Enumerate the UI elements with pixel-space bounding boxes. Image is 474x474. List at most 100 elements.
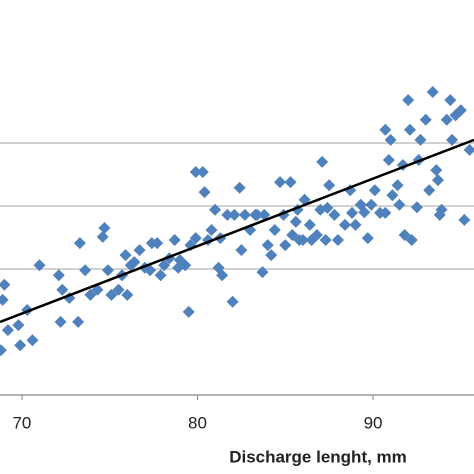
x-tick-label: 80 bbox=[188, 413, 207, 432]
point bbox=[228, 208, 241, 221]
point bbox=[79, 264, 92, 277]
point bbox=[14, 339, 27, 352]
point bbox=[284, 176, 297, 189]
point bbox=[198, 186, 211, 199]
point bbox=[52, 269, 65, 282]
point bbox=[323, 179, 336, 192]
point bbox=[151, 237, 164, 250]
point bbox=[328, 208, 341, 221]
point bbox=[423, 184, 436, 197]
point bbox=[379, 123, 392, 136]
point bbox=[458, 213, 471, 226]
point bbox=[463, 143, 474, 156]
point bbox=[274, 176, 287, 189]
x-axis-title: Discharge lenght, mm bbox=[229, 447, 407, 466]
trendline-group bbox=[0, 138, 474, 324]
point bbox=[410, 201, 423, 214]
point bbox=[279, 239, 292, 252]
point bbox=[96, 230, 109, 243]
point bbox=[189, 232, 202, 245]
point bbox=[345, 206, 358, 219]
point bbox=[261, 239, 274, 252]
trendline bbox=[0, 138, 474, 324]
point bbox=[144, 264, 157, 277]
point bbox=[73, 237, 86, 250]
point bbox=[405, 234, 418, 247]
x-tick-label: 70 bbox=[12, 413, 31, 432]
point bbox=[238, 208, 251, 221]
point bbox=[316, 155, 329, 168]
point bbox=[426, 85, 439, 98]
point bbox=[382, 154, 395, 167]
point bbox=[72, 315, 85, 328]
point bbox=[446, 133, 459, 146]
point bbox=[265, 249, 278, 262]
point bbox=[286, 228, 299, 241]
point bbox=[179, 259, 192, 272]
point bbox=[289, 215, 302, 228]
point bbox=[251, 208, 264, 221]
point bbox=[393, 198, 406, 211]
point bbox=[319, 234, 332, 247]
point bbox=[221, 208, 234, 221]
point bbox=[258, 208, 271, 221]
point bbox=[196, 165, 209, 178]
points bbox=[0, 85, 474, 357]
point bbox=[182, 305, 195, 318]
point bbox=[0, 293, 9, 306]
point bbox=[1, 324, 14, 337]
point bbox=[133, 244, 146, 257]
point bbox=[0, 344, 7, 357]
point bbox=[430, 164, 443, 177]
point bbox=[121, 288, 134, 301]
point bbox=[368, 184, 381, 197]
point bbox=[205, 223, 218, 236]
point bbox=[403, 123, 416, 136]
point bbox=[391, 179, 404, 192]
point bbox=[414, 133, 427, 146]
point bbox=[268, 223, 281, 236]
point bbox=[386, 189, 399, 202]
point bbox=[154, 269, 167, 282]
point bbox=[56, 283, 69, 296]
point bbox=[189, 165, 202, 178]
point bbox=[419, 113, 432, 126]
point bbox=[233, 181, 246, 194]
point bbox=[303, 218, 316, 231]
point bbox=[112, 283, 125, 296]
point bbox=[226, 295, 239, 308]
point bbox=[358, 206, 371, 219]
point bbox=[432, 174, 445, 187]
x-ticks: 70 80 90 bbox=[12, 395, 383, 432]
point bbox=[235, 244, 248, 257]
point bbox=[84, 288, 97, 301]
x-tick-label: 90 bbox=[364, 413, 383, 432]
point bbox=[349, 218, 362, 231]
point bbox=[168, 234, 181, 247]
point bbox=[398, 228, 411, 241]
point bbox=[402, 94, 415, 107]
point bbox=[26, 334, 39, 347]
point bbox=[310, 228, 323, 241]
point bbox=[105, 288, 118, 301]
point bbox=[33, 259, 46, 272]
point bbox=[444, 94, 457, 107]
point bbox=[338, 218, 351, 231]
point bbox=[365, 198, 378, 211]
point bbox=[256, 266, 269, 279]
point bbox=[440, 113, 453, 126]
point bbox=[321, 201, 334, 214]
point bbox=[296, 234, 309, 247]
point bbox=[128, 256, 141, 269]
point bbox=[209, 203, 222, 216]
point bbox=[379, 206, 392, 219]
point bbox=[98, 222, 111, 235]
point bbox=[435, 203, 448, 216]
point bbox=[54, 315, 67, 328]
point bbox=[12, 319, 25, 332]
point bbox=[454, 104, 467, 117]
point bbox=[158, 259, 171, 272]
point bbox=[0, 278, 11, 291]
